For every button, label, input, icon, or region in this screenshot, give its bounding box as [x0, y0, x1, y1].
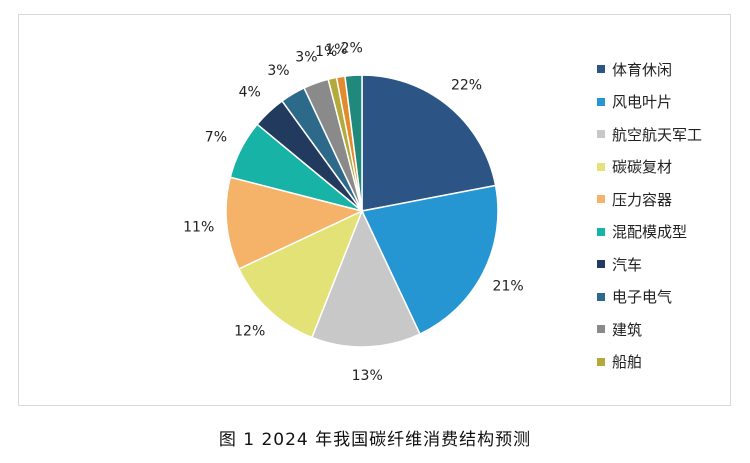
chart-frame: 22% 21% 13% 12% 11% 7% 4% 3% 3% 1% 1% 2% 体育休闲 风电叶片 航空…: [18, 14, 731, 406]
legend-swatch: [597, 357, 605, 366]
pie-slice-2: [360, 184, 499, 336]
legend-label: 船舶: [612, 353, 643, 372]
legend-item-1: 体育休闲: [597, 53, 727, 86]
pie-slice-5: [225, 176, 365, 270]
legend-label: 体育休闲: [612, 60, 673, 79]
pie-slice-12: [344, 74, 363, 212]
legend-swatch: [597, 130, 605, 139]
legend-swatch: [597, 260, 605, 269]
pie-slice-3: [310, 209, 421, 348]
legend-item-8: 电子电气: [597, 281, 727, 314]
legend-swatch: [597, 292, 605, 301]
legend-swatch: [597, 195, 605, 204]
pie-value-label-5: 11%: [183, 219, 214, 235]
pie-value-label-10: 1%: [315, 44, 337, 60]
pie-labels: 22%21%13%12%11%7%4%3%3%1%1%2%: [183, 40, 524, 384]
pie-value-label-7: 4%: [239, 84, 261, 100]
legend-swatch: [597, 65, 605, 74]
legend-label: 汽车: [612, 255, 643, 274]
legend-label: 建筑: [612, 320, 643, 339]
legend-item-4: 碳碳复材: [597, 151, 727, 184]
legend-label: 压力容器: [612, 190, 673, 209]
pie-value-label-12: 2%: [341, 40, 363, 56]
pie-value-label-8: 3%: [267, 63, 289, 79]
legend-swatch: [597, 227, 605, 236]
legend-item-9: 建筑: [597, 313, 727, 346]
pie-slice-4: [237, 209, 364, 339]
legend-swatch: [597, 325, 605, 334]
pie-value-label-11: 1%: [325, 42, 347, 58]
legend: 体育休闲风电叶片航空航天军工 碳碳复材压力容器混配模成型汽车电子电气建筑船舶: [597, 53, 727, 378]
pie-value-label-4: 12%: [234, 324, 265, 340]
legend-item-5: 压力容器: [597, 183, 727, 216]
legend-item-6: 混配模成型: [597, 216, 727, 249]
legend-label: 风电叶片: [612, 93, 673, 112]
figure-caption: 图 1 2024 年我国碳纤维消费结构预测: [218, 430, 532, 450]
pie-value-label-9: 3%: [295, 50, 317, 66]
pie-value-label-3: 13%: [352, 368, 383, 384]
pie-slices: [225, 74, 499, 348]
legend-item-2: 风电叶片: [597, 86, 727, 119]
legend-item-3: 航空航天军工: [597, 118, 727, 151]
legend-label: 混配模成型: [612, 223, 688, 242]
legend-swatch: [597, 162, 605, 171]
legend-label: 航空航天军工: [612, 125, 703, 144]
pie-slice-1: [361, 74, 497, 212]
legend-item-7: 汽车: [597, 248, 727, 281]
legend-swatch: [597, 97, 605, 106]
legend-item-10: 船舶: [597, 346, 727, 379]
pie-value-label-1: 22%: [451, 78, 482, 94]
legend-label: 电子电气: [612, 288, 673, 307]
pie-value-label-2: 21%: [493, 279, 524, 295]
legend-label: 碳碳复材: [612, 158, 673, 177]
pie-chart: 22%21%13%12%11%7%4%3%3%1%1%2%: [183, 40, 524, 384]
pie-value-label-6: 7%: [205, 130, 227, 146]
